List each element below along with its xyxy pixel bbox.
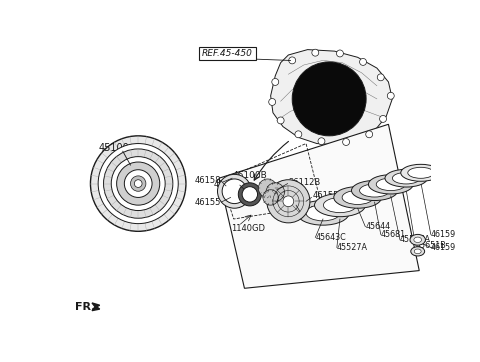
Circle shape <box>124 170 152 197</box>
Circle shape <box>298 103 302 108</box>
Circle shape <box>336 50 343 57</box>
Ellipse shape <box>376 178 405 191</box>
Circle shape <box>318 138 325 145</box>
Circle shape <box>272 79 279 85</box>
Polygon shape <box>271 50 392 145</box>
Circle shape <box>263 190 278 205</box>
Text: 46159: 46159 <box>431 230 456 239</box>
Circle shape <box>343 139 349 146</box>
Circle shape <box>292 62 366 136</box>
Text: 45651B: 45651B <box>415 241 446 250</box>
Ellipse shape <box>351 181 398 201</box>
FancyBboxPatch shape <box>199 47 256 60</box>
Ellipse shape <box>411 247 425 256</box>
Ellipse shape <box>408 167 434 178</box>
Text: 45577A: 45577A <box>400 235 431 244</box>
Ellipse shape <box>414 237 421 243</box>
Text: 45527A: 45527A <box>337 243 368 252</box>
Circle shape <box>111 157 165 211</box>
Ellipse shape <box>392 172 420 184</box>
Circle shape <box>360 58 367 66</box>
Text: REF.45-450: REF.45-450 <box>202 49 253 58</box>
Circle shape <box>328 76 333 80</box>
Circle shape <box>90 136 186 231</box>
Ellipse shape <box>385 169 427 187</box>
Polygon shape <box>92 303 100 311</box>
Circle shape <box>295 131 302 138</box>
Text: 46100B: 46100B <box>232 171 267 180</box>
Text: FR.: FR. <box>75 302 96 312</box>
Circle shape <box>283 196 294 207</box>
Circle shape <box>267 180 310 223</box>
Ellipse shape <box>401 164 441 181</box>
Circle shape <box>366 131 372 138</box>
Ellipse shape <box>324 198 357 212</box>
Ellipse shape <box>360 184 390 197</box>
Circle shape <box>305 84 310 88</box>
Ellipse shape <box>342 190 373 205</box>
Ellipse shape <box>369 175 413 194</box>
Text: 45681: 45681 <box>381 230 406 239</box>
Ellipse shape <box>306 205 340 221</box>
Circle shape <box>98 144 178 224</box>
Ellipse shape <box>314 194 365 217</box>
Polygon shape <box>219 124 419 288</box>
Circle shape <box>238 183 262 206</box>
Text: 46158: 46158 <box>195 176 221 185</box>
Text: 45247A: 45247A <box>300 209 332 217</box>
Ellipse shape <box>334 187 382 208</box>
Circle shape <box>258 179 277 197</box>
Circle shape <box>134 180 142 188</box>
Circle shape <box>104 149 173 218</box>
Text: 46155: 46155 <box>194 198 221 207</box>
Ellipse shape <box>414 249 421 254</box>
Circle shape <box>312 49 319 56</box>
Circle shape <box>380 115 386 122</box>
Circle shape <box>377 74 384 81</box>
Text: 26112B: 26112B <box>288 177 321 186</box>
Circle shape <box>277 117 284 124</box>
Text: 1140GD: 1140GD <box>230 224 264 233</box>
Circle shape <box>222 179 247 203</box>
Text: 45644: 45644 <box>365 222 390 231</box>
Text: 46131: 46131 <box>213 180 240 189</box>
Circle shape <box>289 57 296 64</box>
Circle shape <box>324 110 329 115</box>
Circle shape <box>387 92 394 99</box>
Text: 45643C: 45643C <box>315 233 346 242</box>
Circle shape <box>269 98 276 105</box>
Text: 45100: 45100 <box>98 143 129 153</box>
Circle shape <box>131 176 146 191</box>
Circle shape <box>348 87 352 92</box>
Ellipse shape <box>410 235 425 245</box>
Ellipse shape <box>297 201 349 225</box>
Text: 46159: 46159 <box>431 243 456 252</box>
Circle shape <box>217 174 252 208</box>
Circle shape <box>359 99 364 104</box>
Text: 46155: 46155 <box>312 191 338 201</box>
Circle shape <box>266 183 285 201</box>
Circle shape <box>117 162 160 205</box>
Circle shape <box>242 187 258 202</box>
